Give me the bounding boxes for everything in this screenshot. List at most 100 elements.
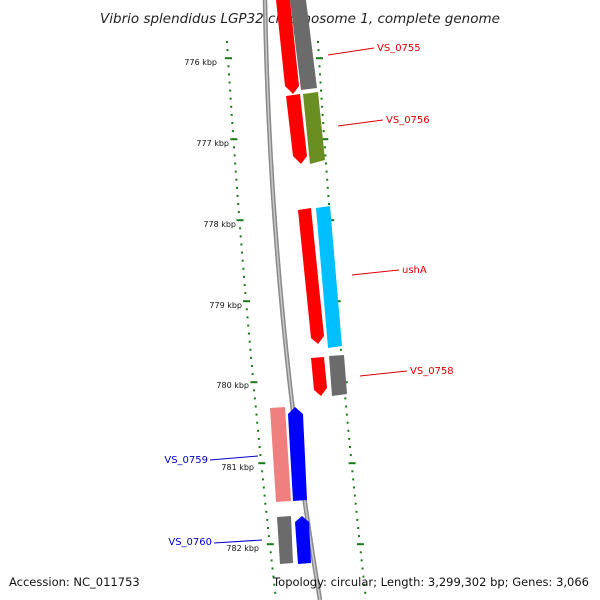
tick-label: 779 kbp: [209, 301, 242, 310]
tick-mark: [267, 535, 270, 538]
gene-feature-vs0759-gene[interactable]: [270, 407, 291, 502]
tick-mark: [348, 437, 351, 440]
tick-label: 776 kbp: [184, 58, 217, 67]
tick-mark: [353, 486, 355, 489]
tick-mark: [321, 138, 329, 141]
tick-mark: [247, 324, 250, 327]
tick-mark: [269, 551, 272, 554]
tick-mark: [241, 259, 244, 262]
tick-mark: [231, 122, 234, 124]
tick-mark: [258, 446, 261, 448]
tick-mark: [228, 73, 230, 76]
tick-mark: [358, 535, 360, 538]
tick-mark: [349, 454, 352, 457]
tick-mark: [317, 49, 320, 52]
tick-mark: [250, 381, 258, 384]
tick-mark: [255, 413, 258, 416]
gene-feature-vs0758-gene[interactable]: [329, 355, 347, 396]
tick-mark: [347, 429, 350, 432]
genome-summary-text: Topology: circular; Length: 3,299,302 bp…: [272, 575, 589, 589]
tick-mark: [233, 146, 235, 149]
gene-feature-vs0760-gene[interactable]: [277, 516, 293, 564]
tick-mark: [239, 227, 242, 230]
tick-mark: [240, 243, 243, 246]
gene-label-vs0755[interactable]: VS_0755: [377, 43, 421, 54]
tick-mark: [359, 551, 362, 554]
accession-text: Accession: NC_011753: [9, 575, 140, 589]
tick-mark: [263, 494, 266, 497]
tick-mark: [261, 478, 264, 481]
tick-mark: [226, 49, 229, 52]
tick-mark: [319, 81, 322, 84]
tick-mark: [234, 170, 237, 173]
tick-mark: [236, 219, 244, 222]
gene-feature-usha-gene[interactable]: [316, 206, 342, 348]
gene-feature-vs0759-cds[interactable]: [288, 407, 307, 501]
tick-mark: [319, 73, 321, 76]
tick-label: 780 kbp: [216, 381, 249, 390]
tick-mark: [321, 105, 324, 108]
tick-mark: [250, 365, 253, 367]
tick-mark: [264, 502, 267, 505]
tick-mark: [261, 470, 264, 473]
tick-label: 781 kbp: [221, 463, 254, 472]
tick-mark: [317, 41, 319, 43]
tick-mark: [243, 275, 245, 278]
gene-label-usha[interactable]: ushA: [402, 265, 427, 276]
gene-feature-vs0756-cds[interactable]: [286, 94, 307, 164]
tick-mark: [352, 478, 355, 481]
tick-mark: [323, 146, 326, 149]
tick-mark: [258, 462, 266, 465]
left-tick-track: [225, 41, 277, 594]
tick-mark: [254, 405, 257, 408]
gene-label-vs0758[interactable]: VS_0758: [410, 366, 454, 377]
tick-mark: [266, 543, 274, 546]
tick-mark: [265, 510, 268, 513]
tick-label: 782 kbp: [226, 544, 259, 553]
tick-mark: [325, 170, 328, 173]
gene-feature-vs0760-cds[interactable]: [295, 516, 311, 564]
tick-mark: [237, 203, 240, 205]
gene-feature-usha-cds[interactable]: [298, 208, 324, 344]
tick-mark: [328, 203, 330, 205]
tick-label: 777 kbp: [196, 139, 229, 148]
tick-mark: [267, 527, 269, 529]
tick-mark: [356, 518, 359, 521]
gene-label-vs0756[interactable]: VS_0756: [386, 115, 430, 126]
gene-label-vs0759[interactable]: VS_0759: [164, 455, 208, 466]
gene-labels: VS_0755 VS_0756 ushA VS_0758 VS_0759 VS_…: [164, 43, 453, 548]
tick-mark: [357, 527, 360, 529]
gene-feature-vs0756-gene[interactable]: [303, 92, 325, 164]
gene-label-vs0760[interactable]: VS_0760: [168, 537, 212, 548]
tick-mark: [360, 559, 363, 562]
tick-mark: [257, 437, 260, 440]
tick-label: 778 kbp: [203, 220, 236, 229]
tick-mark: [321, 113, 324, 116]
tick-mark: [227, 65, 230, 68]
tick-mark: [348, 462, 356, 465]
tick-mark: [246, 316, 249, 319]
tick-mark: [349, 446, 351, 448]
tick-mark: [272, 575, 275, 578]
tick-mark: [235, 178, 238, 181]
tick-mark: [249, 348, 252, 351]
tick-mark: [270, 559, 273, 562]
tick-mark: [363, 583, 366, 586]
tick-mark: [225, 57, 232, 60]
tick-mark: [231, 130, 234, 133]
gene-feature-vs0755-gene[interactable]: [290, 0, 317, 90]
tick-mark: [262, 486, 265, 489]
tick-mark: [251, 373, 254, 376]
tick-mark: [247, 332, 250, 335]
gene-feature-vs0755-cds[interactable]: [276, 0, 299, 94]
gene-feature-vs0758-cds[interactable]: [311, 357, 327, 396]
tick-mark: [233, 154, 236, 157]
tick-mark: [274, 591, 277, 594]
tick-mark: [242, 267, 245, 270]
right-tick-track: [316, 41, 367, 594]
tick-mark: [237, 211, 240, 214]
tick-mark: [361, 567, 364, 570]
tick-mark: [326, 186, 329, 189]
tick-mark: [322, 122, 325, 124]
